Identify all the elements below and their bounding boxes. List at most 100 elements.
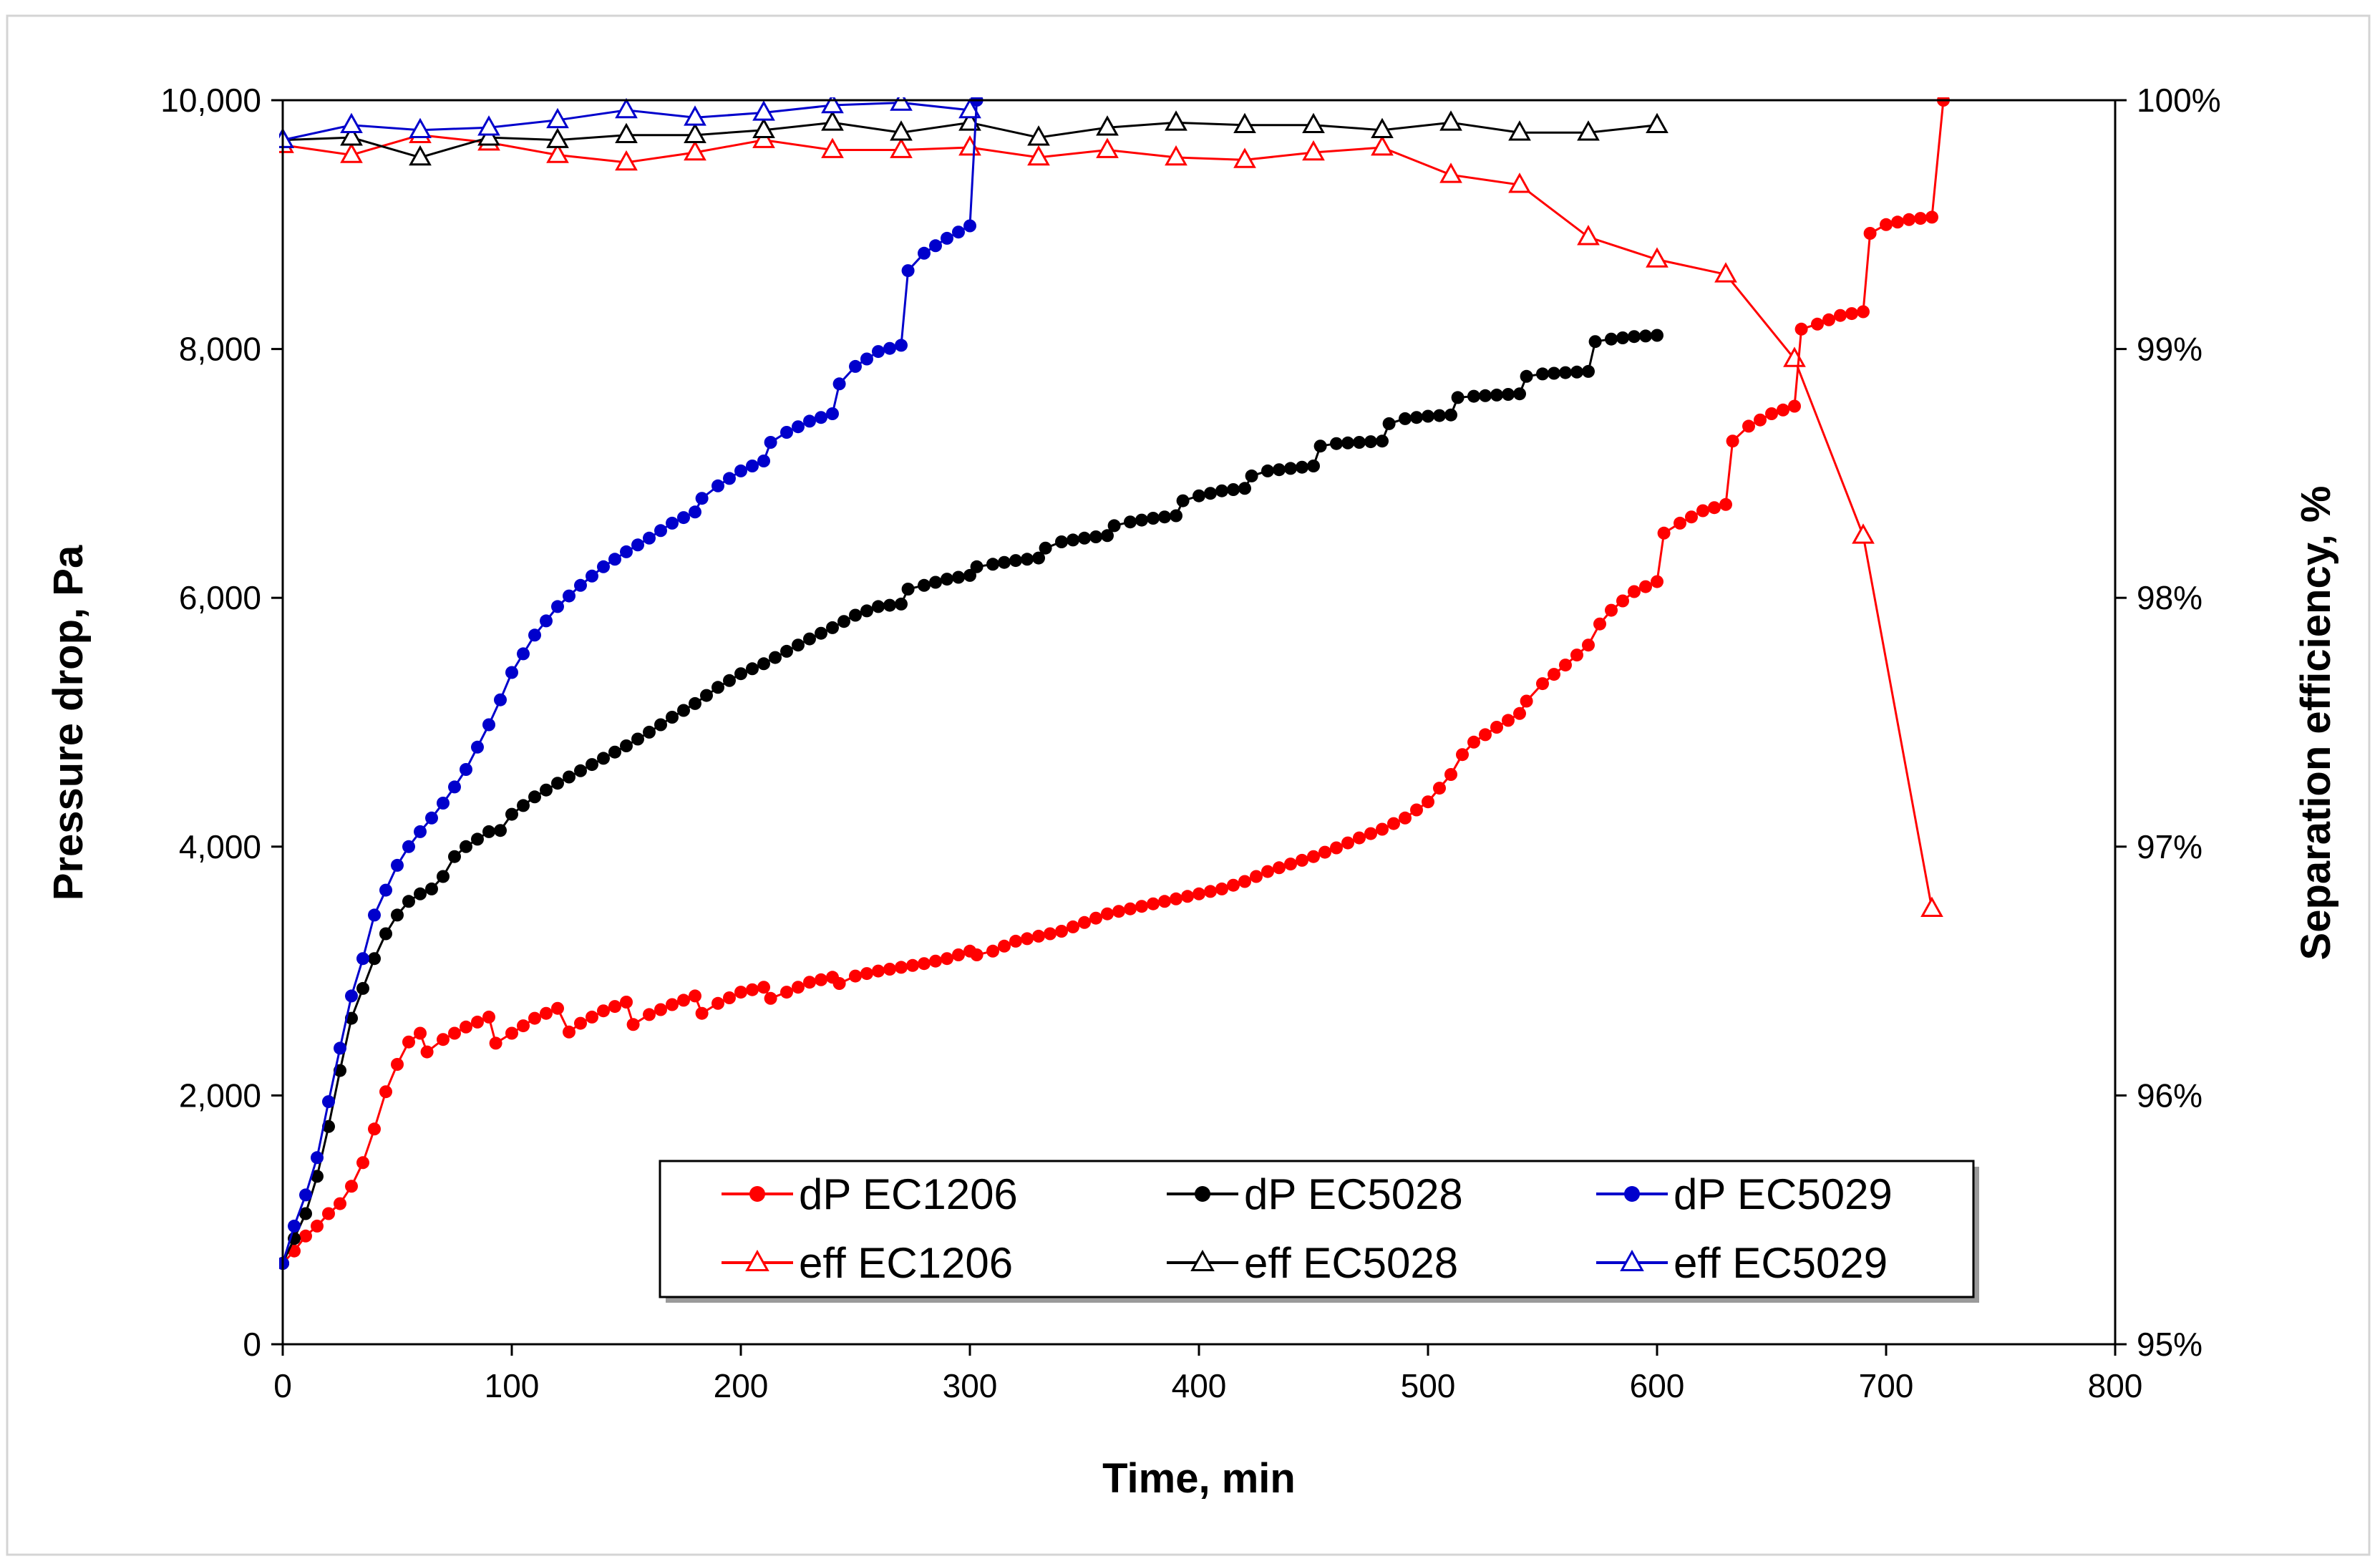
data-point	[1891, 215, 1904, 229]
data-point	[963, 568, 976, 582]
data-point	[1508, 173, 1531, 193]
data-point	[460, 1020, 472, 1034]
data-point	[860, 967, 873, 981]
data-point	[723, 991, 736, 1004]
data-point	[1582, 638, 1595, 652]
data-point	[482, 825, 495, 838]
data-point	[551, 1001, 564, 1015]
data-point	[482, 1010, 495, 1024]
legend-marker	[1620, 1249, 1644, 1271]
data-point	[890, 120, 913, 141]
data-point	[1096, 115, 1119, 136]
data-point	[620, 996, 633, 1009]
data-point	[1513, 387, 1526, 401]
data-point	[505, 666, 518, 679]
data-point	[1009, 934, 1022, 948]
data-point	[402, 840, 415, 853]
data-point	[1158, 895, 1171, 908]
data-point	[494, 824, 507, 837]
data-point	[334, 1197, 346, 1210]
data-point	[792, 420, 805, 434]
data-point	[1021, 553, 1034, 566]
data-point	[1616, 594, 1629, 608]
data-point	[1387, 817, 1400, 830]
data-point	[929, 954, 942, 968]
data-point	[482, 718, 495, 732]
data-point	[677, 994, 690, 1007]
data-point	[1548, 366, 1560, 380]
data-point	[1605, 332, 1618, 346]
data-point	[391, 908, 404, 922]
data-point	[1433, 409, 1446, 422]
data-point	[414, 887, 427, 900]
data-point	[1181, 890, 1194, 903]
y-axis-ticks: 0 2,000 4,000 6,000 8,000 10,000	[160, 82, 283, 1363]
series-dp-ec5029	[279, 97, 983, 1270]
data-point	[620, 545, 633, 558]
data-point	[1238, 875, 1251, 888]
data-point	[368, 908, 381, 922]
data-point	[746, 460, 759, 472]
data-point	[1777, 403, 1789, 417]
data-point	[615, 122, 638, 143]
data-point	[311, 1219, 324, 1233]
data-point	[1296, 460, 1308, 474]
data-point	[643, 1008, 656, 1021]
data-point	[586, 1010, 598, 1024]
data-point	[631, 732, 644, 746]
legend-label: eff EC5029	[1674, 1239, 1888, 1287]
data-point	[340, 112, 363, 134]
data-point	[918, 246, 931, 260]
data-point	[1107, 519, 1121, 533]
data-point	[1135, 513, 1148, 527]
data-point	[528, 628, 541, 642]
data-point	[963, 219, 976, 233]
data-point	[1032, 551, 1045, 565]
legend-marker	[745, 1249, 769, 1271]
y2-tick-label: 95%	[2137, 1326, 2202, 1363]
data-point	[574, 1016, 587, 1030]
data-point	[1548, 668, 1560, 681]
data-point	[1193, 489, 1205, 502]
data-point	[803, 414, 816, 428]
data-point	[872, 600, 885, 613]
data-point	[540, 783, 553, 797]
data-point	[1852, 523, 1875, 544]
data-point	[1410, 803, 1423, 817]
y2-tick-label: 97%	[2137, 828, 2202, 865]
data-point	[1639, 329, 1652, 343]
data-point	[471, 1015, 484, 1029]
data-point	[666, 516, 679, 530]
data-point	[517, 799, 530, 812]
legend-label: eff EC1206	[799, 1239, 1013, 1287]
data-point	[780, 986, 793, 999]
data-point	[883, 341, 896, 355]
legend-item: eff EC1206	[722, 1239, 1013, 1287]
data-point	[528, 790, 541, 804]
legend-item: eff EC5029	[1596, 1239, 1888, 1287]
data-point	[1341, 836, 1354, 850]
y2-axis-title: Separation efficiency, %	[2293, 486, 2339, 961]
data-point	[1165, 110, 1187, 131]
legend-label: eff EC5028	[1244, 1239, 1458, 1287]
data-point	[1439, 110, 1462, 131]
data-point	[1422, 409, 1434, 423]
data-point	[608, 553, 621, 566]
data-point	[815, 973, 827, 986]
data-point	[379, 1085, 392, 1099]
data-point	[379, 927, 392, 941]
data-point	[1456, 748, 1469, 762]
data-point	[551, 777, 564, 790]
data-point	[1341, 436, 1354, 450]
data-point	[837, 615, 850, 628]
data-point	[1863, 227, 1877, 240]
data-point	[1651, 575, 1663, 588]
data-point	[1788, 399, 1801, 413]
data-point	[279, 1257, 289, 1270]
data-point	[746, 983, 759, 996]
data-point	[1657, 526, 1671, 540]
data-point	[1302, 112, 1325, 134]
data-point	[666, 711, 679, 724]
data-point	[1444, 768, 1457, 781]
data-point	[1261, 464, 1274, 477]
